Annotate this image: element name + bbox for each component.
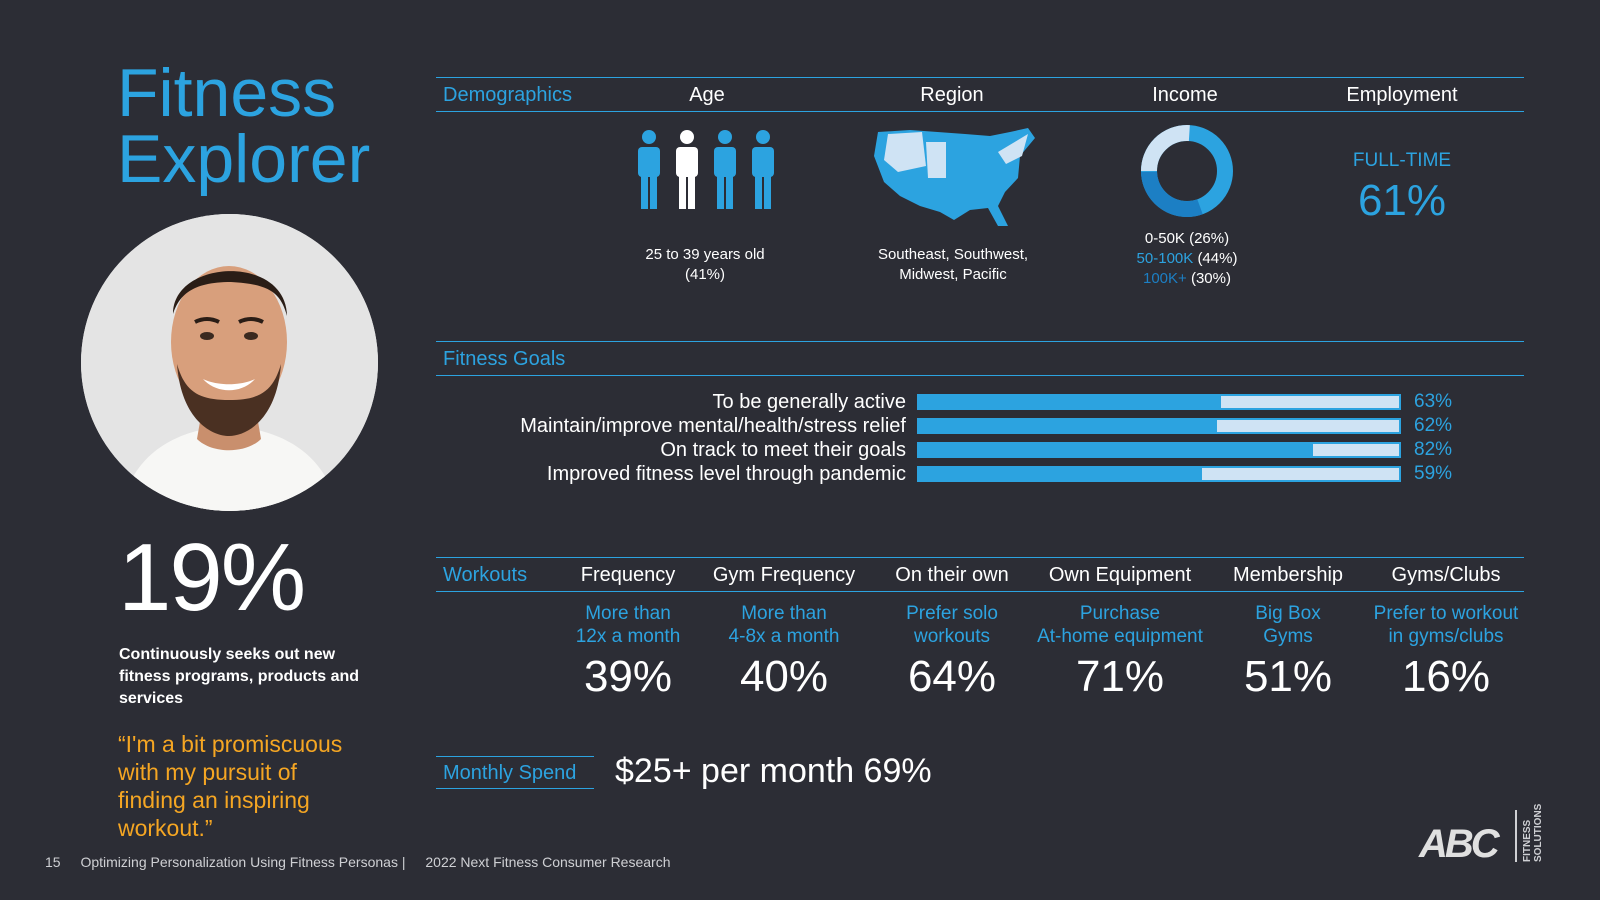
goal-bar-fill bbox=[919, 444, 1313, 456]
income-header: Income bbox=[1152, 84, 1218, 106]
spend-label: Monthly Spend bbox=[443, 762, 577, 784]
goal-label: To be generally active bbox=[712, 391, 906, 413]
workout-header: Gyms/Clubs bbox=[1391, 564, 1501, 586]
goals-top-rule bbox=[436, 341, 1524, 342]
goals-label: Fitness Goals bbox=[443, 348, 566, 370]
goal-bar bbox=[917, 466, 1401, 482]
goal-bar-fill bbox=[919, 396, 1222, 408]
income-line1-value: (26%) bbox=[1189, 230, 1230, 247]
workout-subtext-1: More than bbox=[585, 603, 671, 624]
workouts-label: Workouts bbox=[443, 564, 528, 586]
workout-subtext-2: in gyms/clubs bbox=[1388, 626, 1504, 647]
logo-side-text: FITNESS SOLUTIONS bbox=[1522, 804, 1544, 862]
persona-description: Continuously seeks out new fitness progr… bbox=[119, 646, 360, 707]
income-line-2: 50-100K (44%) bbox=[1112, 249, 1262, 269]
income-line3-label: 100K+ bbox=[1143, 270, 1187, 287]
goal-label: Maintain/improve mental/health/stress re… bbox=[520, 415, 906, 437]
avatar bbox=[81, 214, 378, 511]
logo-divider bbox=[1515, 810, 1517, 862]
person-photo-illustration bbox=[81, 214, 378, 511]
income-line1-label: 0-50K bbox=[1144, 230, 1185, 247]
goal-label: On track to meet their goals bbox=[660, 439, 906, 461]
goal-bar-fill bbox=[919, 420, 1217, 432]
workouts-top-rule bbox=[436, 557, 1524, 558]
footer: 15 Optimizing Personalization Using Fitn… bbox=[45, 854, 686, 870]
workout-percent: 39% bbox=[583, 652, 673, 701]
goal-percent: 59% bbox=[1414, 463, 1453, 484]
demographics-label: Demographics bbox=[443, 84, 572, 106]
workout-subtext-1: Prefer solo bbox=[906, 603, 998, 624]
workout-subtext-2: Gyms bbox=[1263, 626, 1313, 647]
demographics-top-rule bbox=[436, 77, 1524, 78]
workout-header: Frequency bbox=[580, 564, 676, 586]
workout-subtext-2: 12x a month bbox=[575, 626, 681, 647]
persona-title-line2: Explorer bbox=[117, 121, 371, 197]
workout-subtext-1: Purchase bbox=[1079, 603, 1161, 624]
footer-left-text: Optimizing Personalization Using Fitness… bbox=[80, 854, 406, 870]
goal-bar bbox=[917, 418, 1401, 434]
age-text: 25 to 39 years old (41%) bbox=[645, 246, 765, 283]
goal-label: Improved fitness level through pandemic bbox=[546, 463, 906, 485]
page-number: 15 bbox=[45, 854, 61, 870]
income-line3-value: (30%) bbox=[1190, 270, 1231, 287]
footer-right-text: 2022 Next Fitness Consumer Research bbox=[425, 854, 671, 870]
workout-percent: 40% bbox=[739, 652, 829, 701]
workout-percent: 51% bbox=[1243, 652, 1333, 701]
workout-subtext-1: Prefer to workout bbox=[1373, 603, 1519, 624]
workout-subtext-2: workouts bbox=[913, 626, 991, 647]
workout-header: Own Equipment bbox=[1048, 564, 1192, 586]
goal-bar bbox=[917, 442, 1401, 458]
income-line2-label: 50-100K bbox=[1136, 250, 1194, 267]
workout-subtext-1: Big Box bbox=[1255, 603, 1321, 624]
goal-percent: 63% bbox=[1414, 391, 1453, 412]
goal-percent: 62% bbox=[1414, 415, 1453, 436]
employment-header: Employment bbox=[1346, 84, 1458, 106]
workout-header: On their own bbox=[895, 564, 1009, 586]
workout-percent: 16% bbox=[1401, 652, 1491, 701]
workout-percent: 64% bbox=[907, 652, 997, 701]
persona-title-line1: Fitness bbox=[117, 55, 337, 131]
people-icon bbox=[638, 130, 774, 209]
logo-side-line1: FITNESS bbox=[1522, 819, 1533, 862]
workout-header: Membership bbox=[1232, 564, 1344, 586]
income-line-1: 0-50K (26%) bbox=[1112, 229, 1262, 249]
workouts-bottom-rule bbox=[436, 591, 1524, 592]
workout-subtext-1: More than bbox=[741, 603, 827, 624]
region-header: Region bbox=[920, 84, 984, 106]
employment-value: 61% bbox=[1357, 176, 1447, 225]
goals-bottom-rule bbox=[436, 375, 1524, 376]
age-header: Age bbox=[689, 84, 725, 106]
workout-header: Gym Frequency bbox=[712, 564, 856, 586]
income-line-3: 100K+ (30%) bbox=[1112, 269, 1262, 289]
employment-label: FULL-TIME bbox=[1352, 150, 1452, 171]
region-text: Southeast, Southwest, Midwest, Pacific bbox=[877, 246, 1029, 283]
spend-top-rule bbox=[436, 756, 594, 757]
persona-quote: “I'm a bit promiscuous with my pursuit o… bbox=[118, 731, 343, 841]
spend-bottom-rule bbox=[436, 788, 594, 789]
goal-bar bbox=[917, 394, 1401, 410]
persona-title: Fitness Explorer bbox=[117, 55, 371, 197]
persona-percent: 19% bbox=[118, 524, 306, 631]
income-text: 0-50K (26%) 50-100K (44%) 100K+ (30%) bbox=[1112, 229, 1262, 289]
goal-percent: 82% bbox=[1414, 439, 1453, 460]
income-donut-chart bbox=[1141, 125, 1233, 217]
goals-chart: To be generally active 63% Maintain/improv… bbox=[436, 391, 1536, 492]
logo-side-line2: SOLUTIONS bbox=[1533, 803, 1544, 862]
income-line2-value: (44%) bbox=[1197, 250, 1238, 267]
spend-value: $25+ per month 69% bbox=[615, 752, 932, 790]
goal-bar-fill bbox=[919, 468, 1203, 480]
demographics-bottom-rule bbox=[436, 111, 1524, 112]
workout-percent: 71% bbox=[1075, 652, 1165, 701]
us-map-icon bbox=[874, 128, 1035, 226]
workout-subtext-2: 4-8x a month bbox=[728, 626, 840, 647]
workout-subtext-2: At-home equipment bbox=[1037, 626, 1203, 647]
abc-logo: ABC bbox=[1419, 822, 1500, 866]
